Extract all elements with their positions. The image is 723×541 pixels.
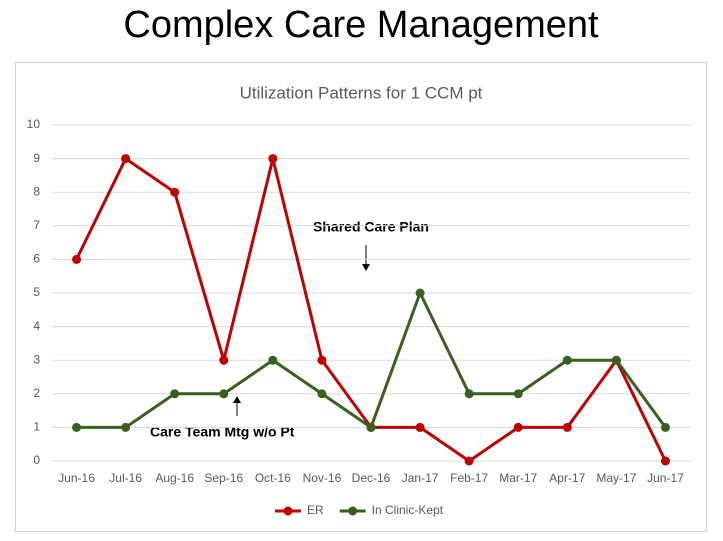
x-tick-label: Oct-16 <box>255 471 291 485</box>
y-tick-label: 2 <box>33 386 40 400</box>
data-point <box>170 389 180 399</box>
chart-frame <box>15 62 707 532</box>
x-tick-label: Jan-17 <box>402 471 439 485</box>
y-tick-label: 0 <box>33 453 40 467</box>
data-point <box>464 456 474 466</box>
data-point <box>464 389 474 399</box>
data-point <box>513 389 523 399</box>
chart-title: Utilization Patterns for 1 CCM pt <box>240 83 483 102</box>
legend: ER In Clinic-Kept <box>275 503 444 517</box>
data-point <box>513 422 523 432</box>
legend-label: ER <box>307 503 324 517</box>
x-tick-label: Nov-16 <box>303 471 342 485</box>
x-tick-label: Jun-16 <box>58 471 95 485</box>
y-tick-label: 3 <box>33 352 40 366</box>
y-tick-label: 6 <box>33 252 40 266</box>
data-point <box>121 154 131 164</box>
data-point <box>562 355 572 365</box>
x-tick-label: Apr-17 <box>549 471 585 485</box>
data-point <box>170 187 180 197</box>
y-tick-label: 8 <box>33 184 40 198</box>
legend-swatch-marker <box>283 506 293 516</box>
legend-swatch-marker <box>348 506 358 516</box>
x-tick-label: May-17 <box>596 471 636 485</box>
data-point <box>415 422 425 432</box>
legend-label: In Clinic-Kept <box>372 503 444 517</box>
x-tick-label: Mar-17 <box>499 471 537 485</box>
x-tick-label: Jul-16 <box>109 471 142 485</box>
data-point <box>366 422 376 432</box>
annotation: Shared Care Plan <box>313 219 429 235</box>
x-tick-label: Sep-16 <box>204 471 243 485</box>
slide-title: Complex Care Management <box>123 4 599 46</box>
data-point <box>268 355 278 365</box>
data-point <box>660 456 670 466</box>
data-point <box>268 154 278 164</box>
data-point <box>72 422 82 432</box>
data-point <box>317 389 327 399</box>
annotation-arrowhead <box>233 396 241 403</box>
data-point <box>415 288 425 298</box>
y-tick-label: 7 <box>33 218 40 232</box>
data-point <box>611 355 621 365</box>
x-tick-label: Dec-16 <box>352 471 391 485</box>
data-point <box>219 389 229 399</box>
data-point <box>562 422 572 432</box>
data-point <box>219 355 229 365</box>
data-point <box>72 254 82 264</box>
x-tick-label: Aug-16 <box>155 471 194 485</box>
data-point <box>317 355 327 365</box>
x-tick-label: Jun-17 <box>647 471 684 485</box>
y-tick-label: 5 <box>33 285 40 299</box>
y-tick-label: 4 <box>33 319 40 333</box>
annotation-arrowhead <box>362 264 370 271</box>
annotation: Care Team Mtg w/o Pt <box>150 424 295 440</box>
y-tick-label: 9 <box>33 151 40 165</box>
y-tick-label: 10 <box>27 117 41 131</box>
plot <box>72 154 670 466</box>
data-point <box>660 422 670 432</box>
x-tick-label: Feb-17 <box>450 471 488 485</box>
data-point <box>121 422 131 432</box>
y-tick-label: 1 <box>33 420 40 434</box>
